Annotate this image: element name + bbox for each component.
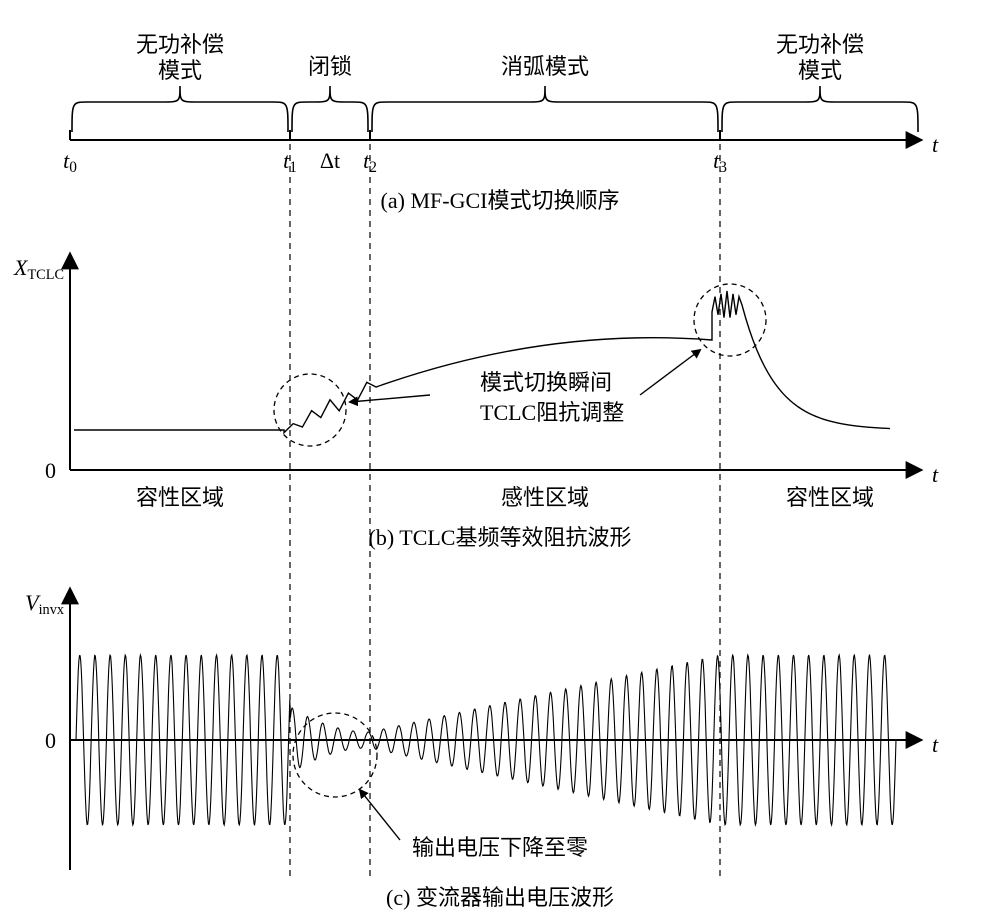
- figure-page: t0t1Δtt2t3t无功补偿模式闭锁消弧模式无功补偿模式(a) MF-GCI模…: [0, 0, 1000, 920]
- svg-text:容性区域: 容性区域: [786, 485, 874, 510]
- svg-text:XTCLC: XTCLC: [13, 255, 64, 283]
- svg-text:0: 0: [45, 728, 56, 753]
- svg-text:模式: 模式: [798, 58, 842, 83]
- svg-text:模式: 模式: [158, 58, 202, 83]
- svg-text:(a) MF-GCI模式切换顺序: (a) MF-GCI模式切换顺序: [381, 188, 620, 213]
- svg-text:闭锁: 闭锁: [308, 54, 352, 79]
- svg-text:0: 0: [45, 458, 56, 483]
- svg-text:t: t: [932, 732, 939, 757]
- svg-text:无功补偿: 无功补偿: [776, 32, 864, 57]
- svg-text:消弧模式: 消弧模式: [501, 54, 589, 79]
- svg-text:(c) 变流器输出电压波形: (c) 变流器输出电压波形: [386, 885, 614, 910]
- svg-text:TCLC阻抗调整: TCLC阻抗调整: [480, 400, 624, 425]
- svg-text:无功补偿: 无功补偿: [136, 32, 224, 57]
- figure-svg: t0t1Δtt2t3t无功补偿模式闭锁消弧模式无功补偿模式(a) MF-GCI模…: [0, 0, 1000, 920]
- svg-text:模式切换瞬间: 模式切换瞬间: [480, 370, 612, 395]
- svg-text:Vinvx: Vinvx: [25, 590, 64, 618]
- svg-text:(b) TCLC基频等效阻抗波形: (b) TCLC基频等效阻抗波形: [369, 525, 632, 550]
- svg-text:输出电压下降至零: 输出电压下降至零: [412, 835, 588, 860]
- svg-text:t: t: [932, 462, 939, 487]
- svg-text:感性区域: 感性区域: [501, 485, 589, 510]
- svg-text:t: t: [932, 132, 939, 157]
- svg-text:容性区域: 容性区域: [136, 485, 224, 510]
- svg-text:t0: t0: [63, 148, 77, 176]
- svg-text:Δt: Δt: [320, 148, 340, 173]
